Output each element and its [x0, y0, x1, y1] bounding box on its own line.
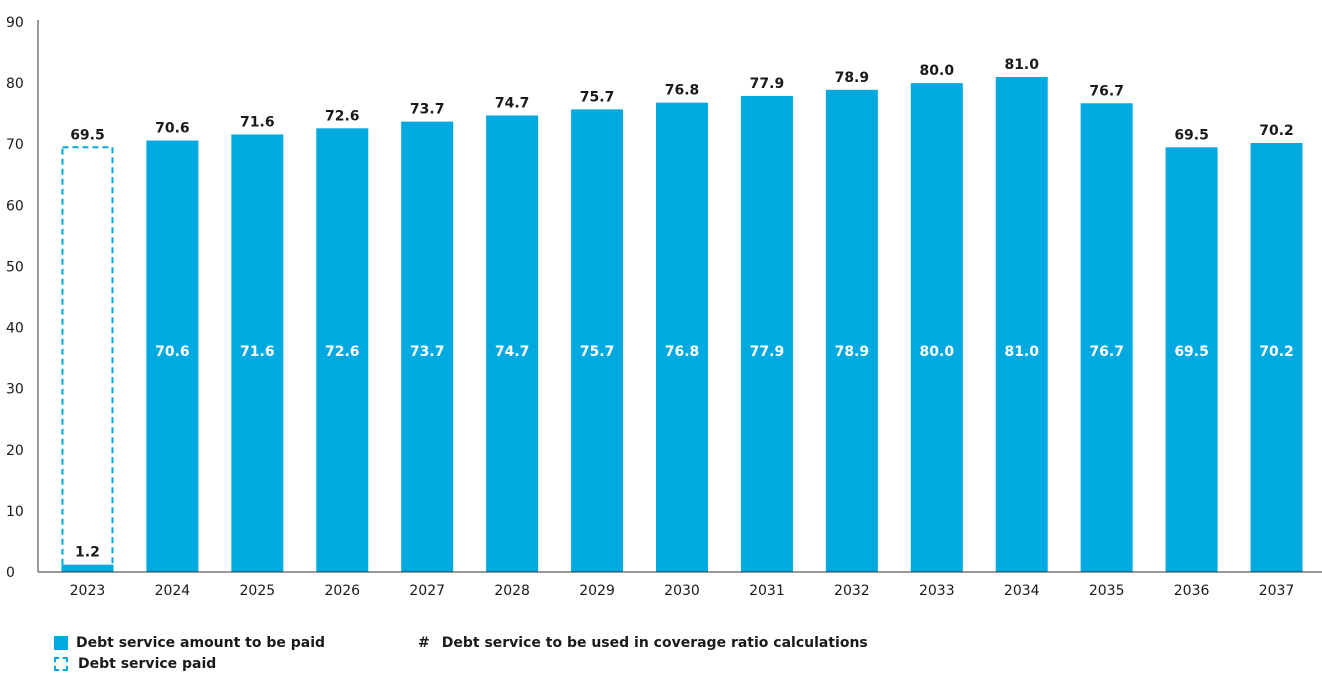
- coverage-value-label: 71.6: [240, 344, 275, 360]
- bar: [571, 109, 624, 572]
- coverage-value-label: 70.2: [1259, 344, 1294, 360]
- bar-value-label: 76.8: [665, 83, 700, 99]
- y-tick-label: 0: [6, 565, 15, 581]
- y-tick-label: 70: [6, 137, 24, 153]
- bar: [910, 83, 963, 572]
- x-tick-label: 2030: [664, 583, 700, 599]
- coverage-value-label: 76.8: [665, 344, 700, 360]
- x-tick-label: 2024: [155, 583, 191, 599]
- x-tick-label: 2028: [494, 583, 530, 599]
- bar-value-label: 80.0: [920, 63, 955, 79]
- legend-label-paid: Debt service paid: [78, 656, 217, 672]
- coverage-value-label: 72.6: [325, 344, 360, 360]
- coverage-value-label: 69.5: [1174, 344, 1209, 360]
- coverage-value-label: 81.0: [1004, 344, 1039, 360]
- x-tick-label: 2029: [579, 583, 615, 599]
- y-tick-label: 90: [6, 15, 24, 31]
- bar-value-label: 77.9: [750, 76, 785, 92]
- bar-value-label: 70.6: [155, 121, 190, 137]
- bar: [1165, 147, 1218, 572]
- coverage-value-label: 70.6: [155, 344, 190, 360]
- x-tick-label: 2031: [749, 583, 785, 599]
- bar-value-label: 81.0: [1004, 57, 1039, 73]
- bar-value-label: 73.7: [410, 102, 445, 118]
- bar-value-label: 69.5: [70, 127, 105, 143]
- bar: [61, 564, 114, 572]
- x-tick-label: 2034: [1004, 583, 1040, 599]
- coverage-value-label: 76.7: [1089, 344, 1124, 360]
- coverage-value-label: 75.7: [580, 344, 615, 360]
- coverage-value-label: 73.7: [410, 344, 445, 360]
- x-tick-label: 2035: [1089, 583, 1125, 599]
- bar: [1080, 103, 1133, 573]
- bar: [401, 121, 454, 572]
- x-tick-label: 2026: [324, 583, 360, 599]
- y-tick-label: 60: [6, 198, 24, 214]
- y-tick-label: 80: [6, 76, 24, 92]
- x-axis: 2023 2024 2025 2026 2027 2028 2029 2030 2031 2032…: [38, 571, 1322, 599]
- bar-value-label: 78.9: [835, 70, 870, 86]
- coverage-value-label: 78.9: [835, 344, 870, 360]
- x-tick-label: 2023: [70, 583, 106, 599]
- bar: [656, 102, 708, 573]
- dashed-swatch-icon: [54, 657, 68, 671]
- legend-label-coverage: Debt service to be used in coverage rati…: [441, 635, 868, 651]
- legend-item-amount-to-be-paid: Debt service amount to be paid: [54, 635, 325, 651]
- bar: [1250, 143, 1303, 572]
- legend-item-paid: Debt service paid: [54, 656, 216, 672]
- x-tick-label: 2027: [409, 583, 445, 599]
- coverage-value-label: 74.7: [495, 344, 530, 360]
- bars: 69.5 70.6 71.6 72.6 73.7 74.7 75.7 76.8 77.9 78.9…: [61, 57, 1303, 573]
- y-tick-label: 50: [6, 259, 24, 275]
- solid-swatch-icon: [54, 636, 68, 650]
- bar-value-label: 71.6: [240, 114, 275, 130]
- dashed-bar: [61, 146, 114, 572]
- x-tick-label: 2033: [919, 583, 955, 599]
- x-tick-label: 2032: [834, 583, 870, 599]
- bar-value-label: 75.7: [580, 89, 615, 105]
- y-tick-label: 30: [6, 382, 24, 398]
- coverage-value-label: 77.9: [750, 344, 785, 360]
- x-tick-label: 2037: [1259, 583, 1295, 599]
- bar: [995, 77, 1048, 572]
- y-axis: 0 10 20 30 40 50 60 70 80 90: [6, 15, 39, 581]
- y-tick-label: 20: [6, 443, 24, 459]
- bar: [146, 140, 199, 573]
- bar-value-label: 74.7: [495, 96, 530, 112]
- legend-item-coverage: # Debt service to be used in coverage ra…: [418, 635, 868, 651]
- hash-symbol: #: [418, 635, 430, 651]
- legend-label-amount-to-be-paid: Debt service amount to be paid: [76, 635, 326, 651]
- x-tick-label: 2025: [240, 583, 276, 599]
- bar-value-label: 69.5: [1174, 127, 1209, 143]
- bar: [486, 115, 539, 572]
- bar: [740, 95, 793, 572]
- bar-value-label: 72.6: [325, 108, 360, 124]
- bar: [825, 89, 878, 572]
- bar-value-label: 76.7: [1089, 83, 1124, 99]
- bar: [316, 128, 369, 573]
- y-tick-label: 10: [6, 504, 24, 520]
- paid-value-label: 1.2: [75, 545, 100, 561]
- x-tick-label: 2036: [1174, 583, 1210, 599]
- y-tick-label: 40: [6, 321, 24, 337]
- coverage-value-label: 80.0: [920, 344, 955, 360]
- bar-value-label: 70.2: [1259, 123, 1294, 139]
- bar: [231, 134, 284, 572]
